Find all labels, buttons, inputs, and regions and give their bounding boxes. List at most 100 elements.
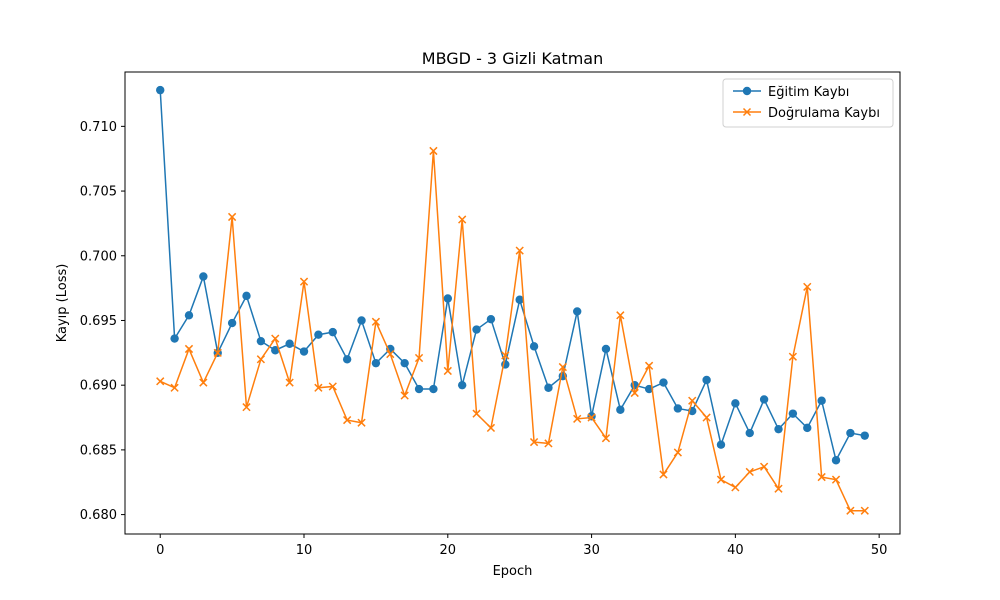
data-point — [242, 403, 251, 412]
data-point — [156, 85, 165, 95]
data-point — [688, 396, 697, 405]
data-point — [673, 404, 683, 413]
data-point — [156, 377, 165, 386]
data-point — [299, 347, 309, 356]
legend-box — [722, 78, 894, 128]
data-point — [817, 472, 826, 482]
data-point — [529, 437, 539, 447]
data-point — [371, 358, 381, 368]
data-point — [515, 246, 524, 255]
legend-marker-train — [742, 86, 752, 96]
y-axis-label: Kayıp (Loss) — [55, 264, 70, 343]
data-point — [285, 339, 294, 348]
data-point — [271, 346, 280, 355]
data-point — [573, 307, 582, 316]
data-point — [443, 366, 452, 376]
data-point — [731, 399, 740, 408]
data-point — [817, 396, 826, 405]
y-tick-label: 0.695 — [80, 314, 117, 329]
data-point — [659, 378, 668, 387]
axes-layer: 0 10 20 30 40 50 0.680 0.685 0.690 0.695 0.700 0.70… — [80, 71, 901, 558]
y-tick-label: 0.680 — [80, 508, 117, 523]
data-point — [831, 456, 841, 465]
x-axis-label: Epoch — [493, 564, 533, 579]
data-point — [299, 277, 309, 286]
data-point — [199, 378, 208, 387]
data-point — [170, 383, 179, 392]
data-point — [429, 146, 438, 156]
data-point — [486, 423, 496, 433]
data-point — [846, 428, 855, 438]
data-point — [357, 418, 366, 427]
data-point — [400, 391, 409, 400]
data-point — [343, 415, 352, 425]
data-point — [759, 462, 769, 471]
data-point — [544, 439, 553, 448]
legend-marker-val — [742, 107, 752, 117]
data-point — [587, 412, 596, 421]
data-point — [759, 395, 769, 404]
data-point — [846, 506, 855, 515]
data-point — [213, 348, 222, 357]
x-tick-label: 10 — [296, 543, 313, 558]
data-point — [673, 448, 682, 457]
y-tick-label: 0.690 — [80, 379, 117, 394]
y-tick-label: 0.710 — [80, 120, 117, 135]
data-point — [414, 353, 424, 363]
data-point — [472, 409, 481, 418]
data-point — [227, 318, 237, 328]
chart-title: MBGD - 3 Gizli Katman — [422, 49, 603, 68]
data-point — [630, 388, 639, 398]
data-point — [314, 330, 323, 339]
data-point — [227, 212, 237, 222]
data-point — [400, 358, 409, 368]
data-point — [573, 414, 582, 423]
legend-label-train: Eğitim Kaybı — [768, 85, 849, 100]
data-point — [558, 362, 567, 372]
data-point — [860, 431, 869, 440]
data-point — [774, 484, 783, 493]
data-point — [831, 475, 841, 484]
y-tick-label: 0.685 — [80, 443, 117, 458]
data-point — [515, 295, 524, 304]
data-point — [731, 483, 740, 492]
x-tick-label: 30 — [583, 543, 600, 558]
data-point — [501, 351, 510, 360]
data-point — [702, 413, 711, 422]
data-point — [328, 382, 337, 391]
data-point — [472, 325, 481, 334]
data-point — [803, 282, 812, 291]
data-point — [386, 349, 395, 359]
data-point — [271, 334, 280, 343]
data-point — [458, 215, 467, 224]
legend-label-val: Doğrulama Kaybı — [768, 106, 880, 121]
data-point — [659, 470, 668, 479]
data-point — [616, 311, 625, 320]
x-tick-label: 20 — [440, 543, 457, 558]
data-point — [616, 405, 625, 414]
x-tick-label: 0 — [156, 543, 164, 558]
data-point — [371, 317, 381, 326]
data-point — [357, 316, 366, 325]
data-point — [601, 434, 611, 443]
data-point — [170, 334, 179, 343]
legend: Eğitim Kaybı Doğrulama Kaybı — [722, 78, 894, 128]
axes-frame — [124, 71, 901, 535]
data-point — [184, 344, 194, 354]
data-point — [242, 291, 251, 301]
data-point — [587, 413, 596, 422]
data-point — [529, 342, 539, 351]
data-point — [285, 378, 294, 387]
data-point — [184, 311, 194, 320]
data-point — [342, 355, 352, 364]
data-point — [256, 355, 266, 364]
data-point — [601, 344, 611, 354]
data-point — [457, 380, 467, 390]
y-tick-label: 0.705 — [80, 185, 117, 200]
data-point — [702, 375, 711, 385]
x-tick-label: 40 — [727, 543, 744, 558]
data-point — [745, 467, 754, 477]
data-point — [429, 384, 438, 394]
data-point — [788, 352, 798, 361]
